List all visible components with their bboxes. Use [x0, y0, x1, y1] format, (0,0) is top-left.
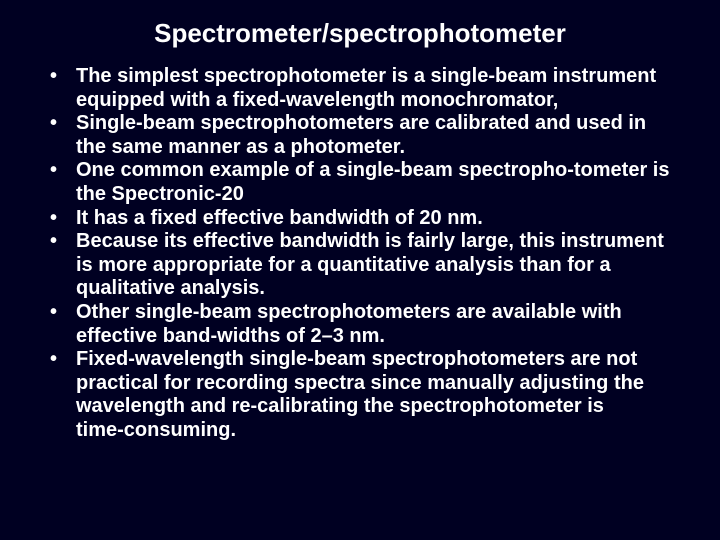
bullet-list: The simplest spectrophotometer is a sing…	[30, 65, 690, 443]
slide-title: Spectrometer/spectrophotometer	[30, 18, 690, 49]
list-item: The simplest spectrophotometer is a sing…	[50, 65, 678, 112]
list-item: It has a fixed effective bandwidth of 20…	[50, 207, 678, 231]
list-item: Single‑beam spectrophotometers are calib…	[50, 112, 678, 159]
list-item: Other single‑beam spectrophotometers are…	[50, 301, 678, 348]
list-item: One common example of a single‑beam spec…	[50, 159, 678, 206]
list-item: Fixed‑wavelength single‑beam spectrophot…	[50, 348, 678, 442]
slide: Spectrometer/spectrophotometer The simpl…	[0, 0, 720, 540]
list-item: Because its effective bandwidth is fairl…	[50, 230, 678, 301]
